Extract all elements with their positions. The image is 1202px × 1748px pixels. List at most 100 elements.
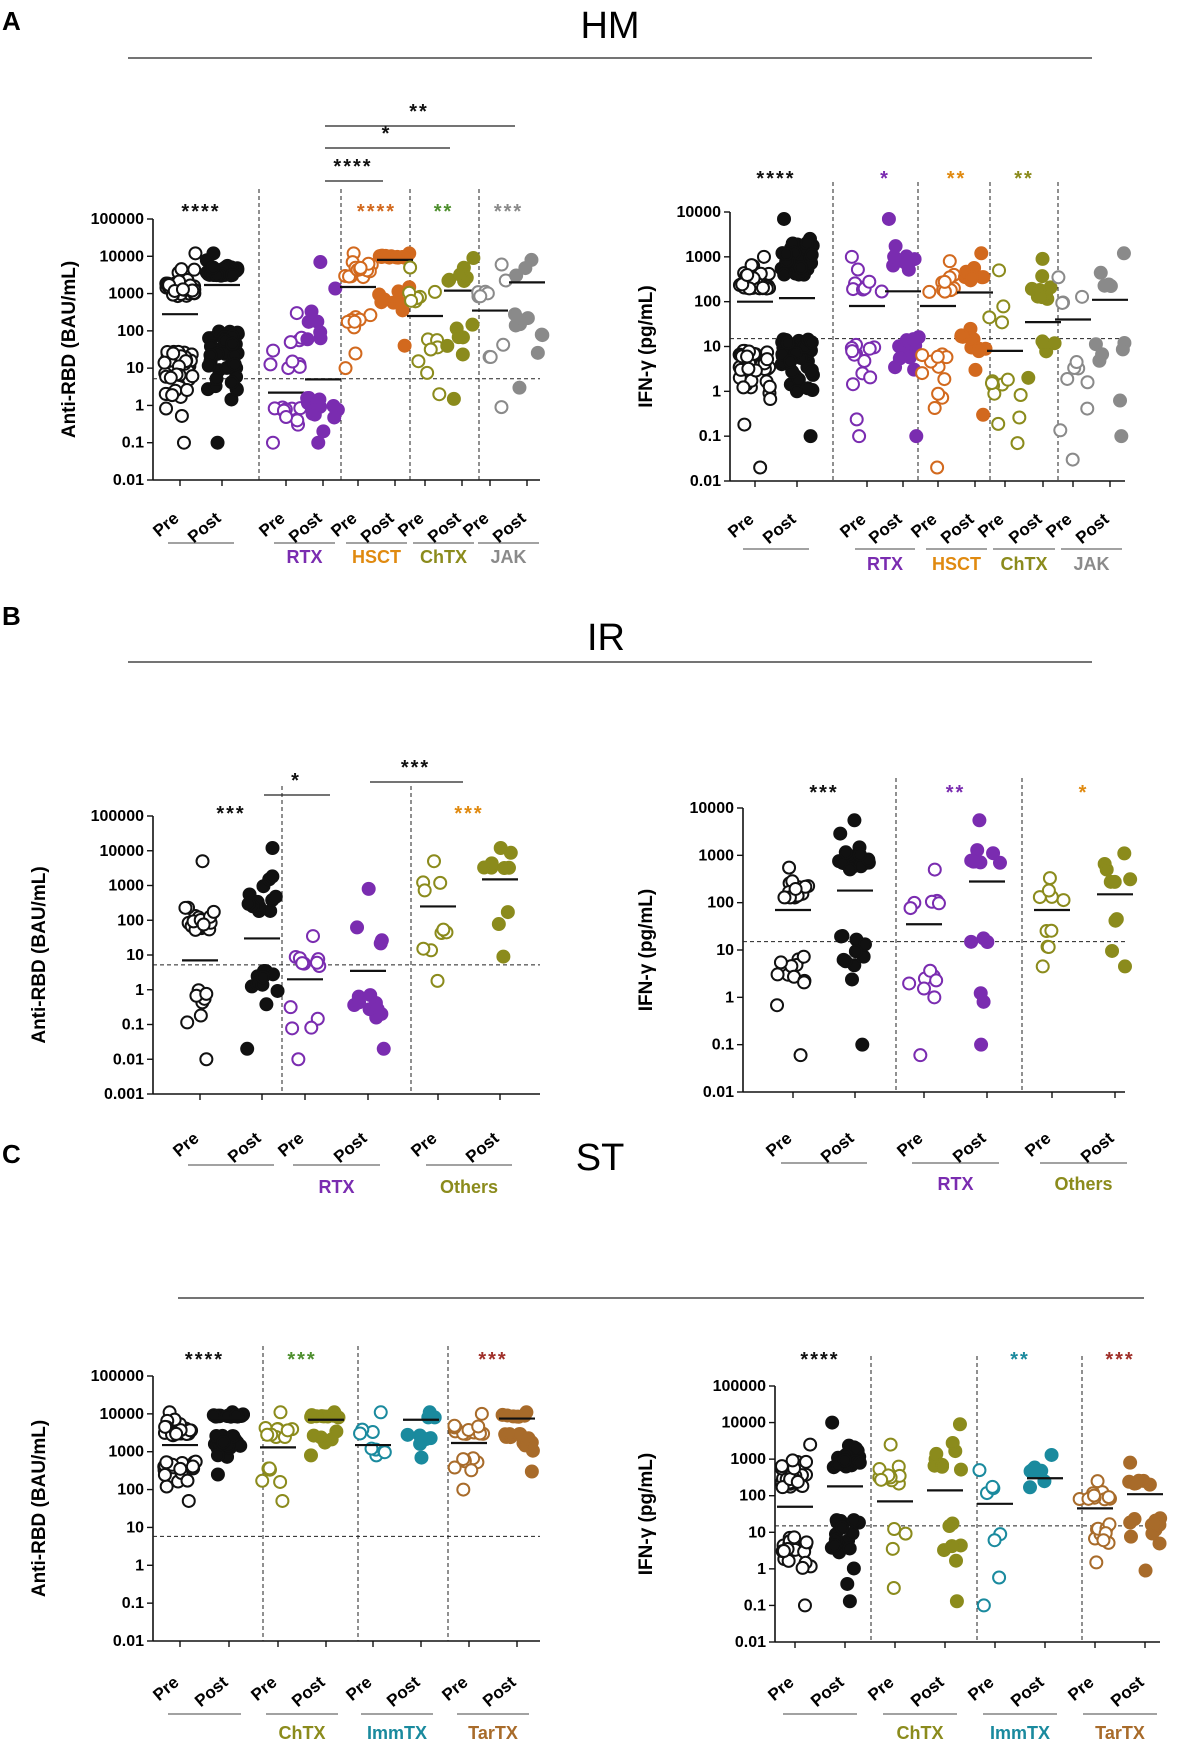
panel-b-header: B IR xyxy=(2,601,1092,663)
x-tick-label: Post xyxy=(184,508,225,546)
data-point xyxy=(949,1594,964,1609)
data-point xyxy=(404,293,419,308)
data-point xyxy=(206,904,221,919)
panel-a-label: A xyxy=(2,6,21,36)
data-point xyxy=(373,1405,388,1420)
data-point xyxy=(188,246,203,261)
data-point xyxy=(796,949,811,964)
data-point xyxy=(1123,872,1138,887)
significance-label: ** xyxy=(1010,1349,1030,1371)
significance-label: ** xyxy=(1014,168,1034,190)
panel-a-title: HM xyxy=(580,5,639,47)
x-tick-label: Post xyxy=(817,1128,858,1166)
y-tick-label: 100 xyxy=(707,895,734,912)
data-point xyxy=(845,972,860,987)
chart-B-left: 0.001 0.01 0.1 1 10 100 1000 10000 100000 Anti-RB… xyxy=(29,757,540,1197)
data-point xyxy=(427,284,442,299)
data-point xyxy=(273,1474,288,1489)
data-point xyxy=(259,997,274,1012)
data-point xyxy=(393,296,408,311)
data-point xyxy=(173,1461,188,1476)
group-immtx: Pre Post ImmTX xyxy=(342,1405,442,1743)
data-point xyxy=(181,1493,196,1508)
data-point xyxy=(433,875,448,890)
data-point xyxy=(416,941,431,956)
data-point xyxy=(753,460,768,475)
data-point xyxy=(778,247,793,262)
data-point xyxy=(1013,387,1028,402)
data-point xyxy=(850,262,865,277)
group-label: JAK xyxy=(1073,554,1109,574)
significance-label: ** xyxy=(947,168,967,190)
data-point xyxy=(471,1419,486,1434)
data-point xyxy=(185,369,200,384)
x-tick-label: Pre xyxy=(764,1673,797,1705)
data-point xyxy=(159,1455,174,1470)
data-point xyxy=(266,343,281,358)
data-point xyxy=(535,328,550,343)
data-point xyxy=(1069,355,1084,370)
group-label: JAK xyxy=(490,547,526,567)
data-point xyxy=(300,391,315,406)
y-tick-label: 1 xyxy=(725,989,734,1006)
data-point xyxy=(451,330,466,345)
y-tick-label: 10000 xyxy=(100,248,145,265)
data-point xyxy=(390,249,405,264)
data-point xyxy=(263,357,278,372)
x-tick-label: Post xyxy=(424,508,465,546)
data-point xyxy=(1097,278,1112,293)
data-point xyxy=(265,840,280,855)
data-point xyxy=(464,1463,479,1478)
y-tick-label: 0.1 xyxy=(712,1037,734,1054)
significance-label: **** xyxy=(357,201,396,223)
data-point xyxy=(465,317,480,332)
data-point xyxy=(827,1538,842,1553)
chart-A-left: 0.01 0.1 1 10 100 1000 10000 100000 Anti-RBD (BA… xyxy=(59,101,550,567)
data-point xyxy=(166,346,181,361)
data-point xyxy=(432,387,447,402)
data-point xyxy=(420,365,435,380)
data-point xyxy=(313,325,328,340)
data-point xyxy=(863,370,878,385)
x-tick-label: Post xyxy=(1007,1672,1048,1710)
significance-label: *** xyxy=(1105,1349,1134,1371)
data-point xyxy=(265,435,280,450)
x-tick-label: Pre xyxy=(893,1129,926,1161)
data-point xyxy=(976,1598,991,1613)
group-label: Others xyxy=(440,1177,498,1197)
data-point xyxy=(453,267,468,282)
y-tick-label: 1000 xyxy=(730,1451,766,1468)
y-tick-label: 0.1 xyxy=(122,1595,144,1612)
data-point xyxy=(180,1473,195,1488)
data-point xyxy=(503,845,518,860)
group-rtx: Pre Post RTX xyxy=(274,881,391,1197)
x-tick-label: Post xyxy=(1005,509,1046,547)
data-point xyxy=(312,392,327,407)
data-point xyxy=(770,998,785,1013)
data-point xyxy=(530,345,545,360)
significance-label: **** xyxy=(756,168,795,190)
data-point xyxy=(903,901,918,916)
data-point xyxy=(165,388,180,403)
data-point xyxy=(974,1037,989,1052)
data-point xyxy=(971,344,986,359)
data-point xyxy=(199,986,214,1001)
data-point xyxy=(842,1541,857,1556)
y-axis-label: IFN-γ (pg/mL) xyxy=(636,889,657,1011)
significance-label: *** xyxy=(809,782,838,804)
data-point xyxy=(456,1482,471,1497)
data-point xyxy=(446,391,461,406)
data-point xyxy=(270,983,285,998)
data-point xyxy=(1032,890,1047,905)
x-tick-label: Pre xyxy=(1042,510,1075,542)
data-point xyxy=(793,260,808,275)
data-point xyxy=(840,1576,855,1591)
y-tick-label: 0.01 xyxy=(703,1084,734,1101)
data-point xyxy=(474,1406,489,1421)
data-point xyxy=(972,1463,987,1478)
y-tick-label: 1000 xyxy=(685,249,721,266)
group-label: RTX xyxy=(319,1177,355,1197)
x-tick-label: Post xyxy=(383,1672,424,1710)
y-tick-label: 100 xyxy=(117,912,144,929)
data-point xyxy=(240,1041,255,1056)
